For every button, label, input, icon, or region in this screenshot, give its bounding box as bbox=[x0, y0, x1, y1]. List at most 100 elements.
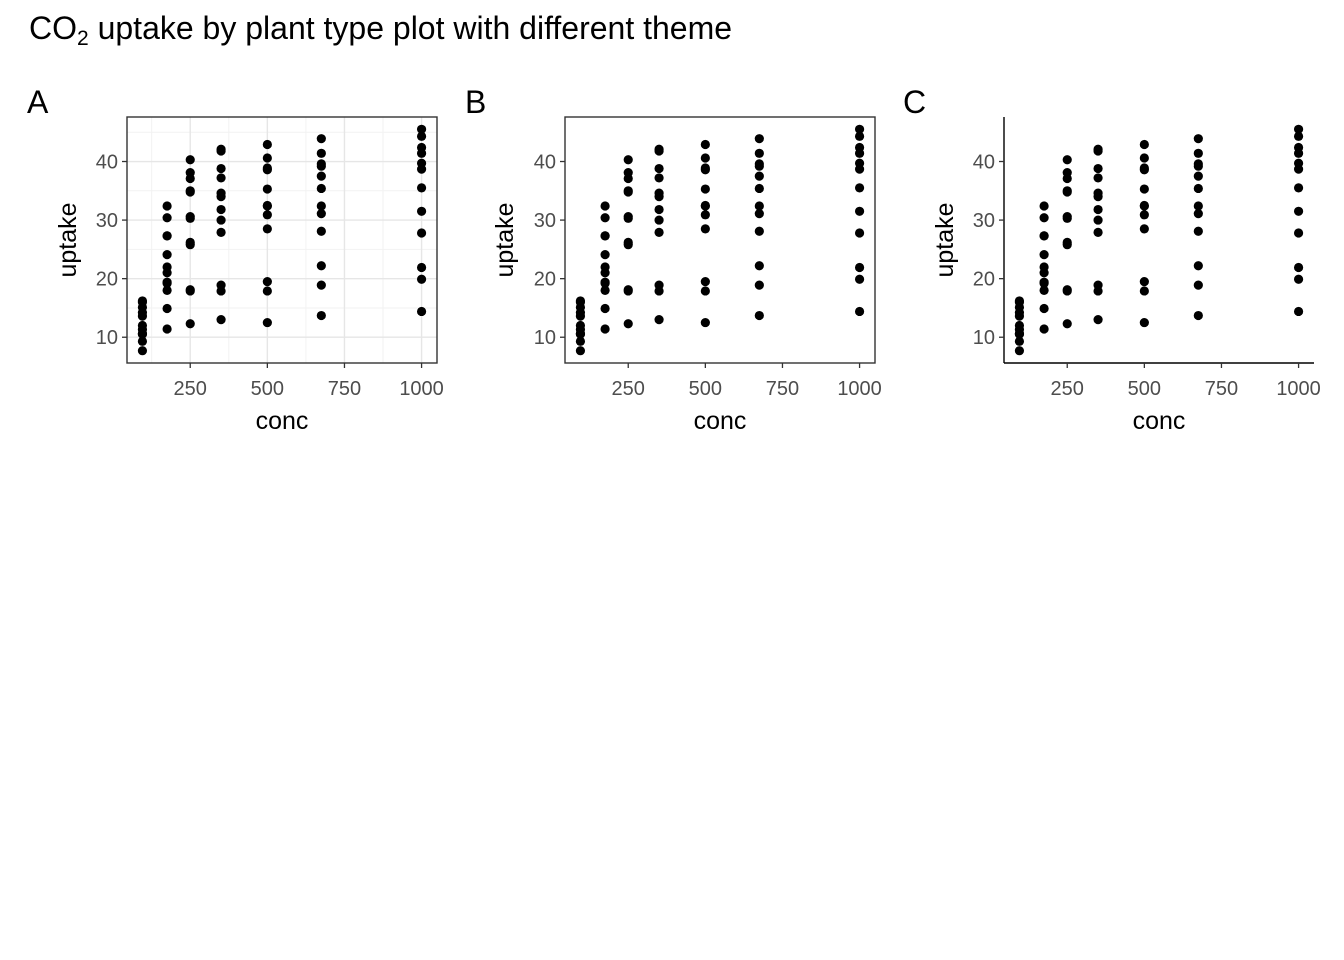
data-point bbox=[317, 134, 326, 143]
data-point bbox=[162, 213, 171, 222]
data-point bbox=[263, 318, 272, 327]
data-point bbox=[216, 164, 225, 173]
y-tick-label: 20 bbox=[96, 269, 118, 291]
x-tick-label: 250 bbox=[612, 378, 645, 400]
data-point bbox=[417, 228, 426, 237]
data-point bbox=[1194, 134, 1203, 143]
data-point bbox=[186, 212, 195, 221]
data-point bbox=[654, 145, 663, 154]
data-point bbox=[1039, 278, 1048, 287]
data-point bbox=[600, 250, 609, 259]
data-point bbox=[1194, 172, 1203, 181]
data-point bbox=[317, 261, 326, 270]
data-point bbox=[600, 213, 609, 222]
data-point bbox=[138, 346, 147, 355]
data-point bbox=[855, 149, 864, 158]
data-point bbox=[417, 275, 426, 284]
x-axis-title: conc bbox=[1133, 407, 1186, 435]
data-point bbox=[701, 153, 710, 162]
data-point bbox=[1140, 318, 1149, 327]
data-point bbox=[317, 281, 326, 290]
data-point bbox=[654, 173, 663, 182]
y-tick-label: 30 bbox=[534, 210, 556, 232]
data-point bbox=[654, 164, 663, 173]
data-point bbox=[317, 159, 326, 168]
data-point bbox=[1039, 262, 1048, 271]
data-point bbox=[755, 261, 764, 270]
x-tick-label: 1000 bbox=[837, 378, 882, 400]
data-point bbox=[1093, 205, 1102, 214]
plot-background bbox=[127, 117, 437, 363]
data-point bbox=[1093, 315, 1102, 324]
x-tick-label: 1000 bbox=[1276, 378, 1321, 400]
y-tick-label: 20 bbox=[534, 269, 556, 291]
x-tick-label: 750 bbox=[328, 378, 361, 400]
data-point bbox=[654, 286, 663, 295]
panel-tag: C bbox=[903, 84, 926, 120]
data-point bbox=[654, 228, 663, 237]
data-point bbox=[417, 207, 426, 216]
data-point bbox=[855, 228, 864, 237]
data-point bbox=[1063, 286, 1072, 295]
data-point bbox=[216, 315, 225, 324]
x-tick-label: 500 bbox=[1128, 378, 1161, 400]
data-point bbox=[701, 184, 710, 193]
data-point bbox=[263, 153, 272, 162]
data-point bbox=[624, 212, 633, 221]
data-point bbox=[701, 277, 710, 286]
data-point bbox=[701, 210, 710, 219]
data-point bbox=[701, 224, 710, 233]
panel-c: 250 500 750 100010203040concuptakeC bbox=[903, 84, 1321, 435]
data-point bbox=[1194, 209, 1203, 218]
data-point bbox=[162, 324, 171, 333]
data-point bbox=[417, 149, 426, 158]
data-point bbox=[1294, 307, 1303, 316]
x-axis-title: conc bbox=[256, 407, 309, 435]
data-point bbox=[654, 215, 663, 224]
data-point bbox=[1015, 329, 1024, 338]
data-point bbox=[600, 262, 609, 271]
data-point bbox=[317, 311, 326, 320]
data-point bbox=[576, 303, 585, 312]
data-point bbox=[1294, 263, 1303, 272]
data-point bbox=[1039, 304, 1048, 313]
y-axis-title: uptake bbox=[491, 202, 519, 277]
data-point bbox=[1140, 153, 1149, 162]
data-point bbox=[1039, 201, 1048, 210]
data-point bbox=[1140, 224, 1149, 233]
data-point bbox=[263, 140, 272, 149]
data-point bbox=[263, 201, 272, 210]
data-point bbox=[624, 168, 633, 177]
data-point bbox=[755, 227, 764, 236]
data-point bbox=[317, 149, 326, 158]
data-point bbox=[417, 183, 426, 192]
data-point bbox=[317, 227, 326, 236]
data-point bbox=[1140, 277, 1149, 286]
data-point bbox=[654, 192, 663, 201]
data-point bbox=[701, 286, 710, 295]
data-point bbox=[1063, 155, 1072, 164]
data-point bbox=[576, 329, 585, 338]
data-point bbox=[317, 184, 326, 193]
data-point bbox=[417, 125, 426, 134]
data-point bbox=[755, 209, 764, 218]
data-point bbox=[1039, 231, 1048, 240]
data-point bbox=[1194, 149, 1203, 158]
data-point bbox=[1140, 163, 1149, 172]
y-tick-label: 10 bbox=[534, 327, 556, 349]
data-point bbox=[1015, 346, 1024, 355]
data-point bbox=[1093, 192, 1102, 201]
data-point bbox=[263, 210, 272, 219]
data-point bbox=[1194, 311, 1203, 320]
data-point bbox=[654, 205, 663, 214]
data-point bbox=[417, 165, 426, 174]
data-point bbox=[1063, 319, 1072, 328]
data-point bbox=[186, 319, 195, 328]
data-point bbox=[624, 155, 633, 164]
data-point bbox=[216, 173, 225, 182]
data-point bbox=[855, 183, 864, 192]
x-tick-label: 500 bbox=[689, 378, 722, 400]
data-point bbox=[216, 192, 225, 201]
data-point bbox=[263, 224, 272, 233]
